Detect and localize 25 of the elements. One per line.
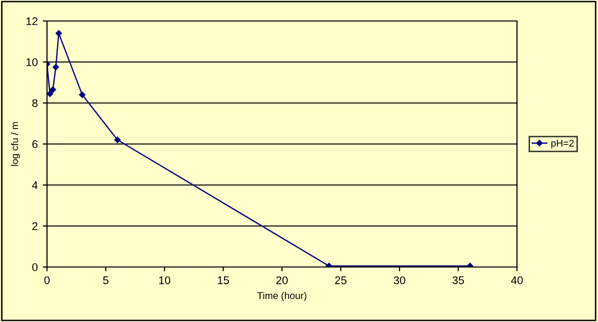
legend-label: pH=2 <box>551 140 574 149</box>
x-tick-label: 15 <box>218 276 229 284</box>
point <box>50 86 56 93</box>
x-tick-label: 10 <box>159 276 170 284</box>
x-tick-label: 0 <box>44 276 50 284</box>
y-tick-label: 6 <box>32 140 38 148</box>
x-tick-label: 35 <box>452 276 464 284</box>
y-tick-label: 8 <box>32 99 38 108</box>
y-tick-label: 2 <box>32 222 38 230</box>
y-tick-label: 4 <box>32 181 38 190</box>
x-tick-label: 40 <box>511 276 523 284</box>
y-tick-label: 0 <box>32 263 38 272</box>
x-tick-label: 20 <box>276 276 288 284</box>
point <box>52 64 59 70</box>
x-tick-label: 30 <box>394 276 406 284</box>
y-tick-label: 12 <box>26 17 38 26</box>
x-tick-label: 25 <box>335 276 346 284</box>
point <box>56 30 62 36</box>
x-axis-title: Time (hour) <box>257 292 306 301</box>
y-axis-title: log cfu / m <box>10 122 20 166</box>
point <box>47 90 54 97</box>
y-tick-label: 10 <box>26 58 38 66</box>
point <box>79 92 86 98</box>
point <box>114 136 121 144</box>
x-tick-label: 5 <box>103 276 108 284</box>
